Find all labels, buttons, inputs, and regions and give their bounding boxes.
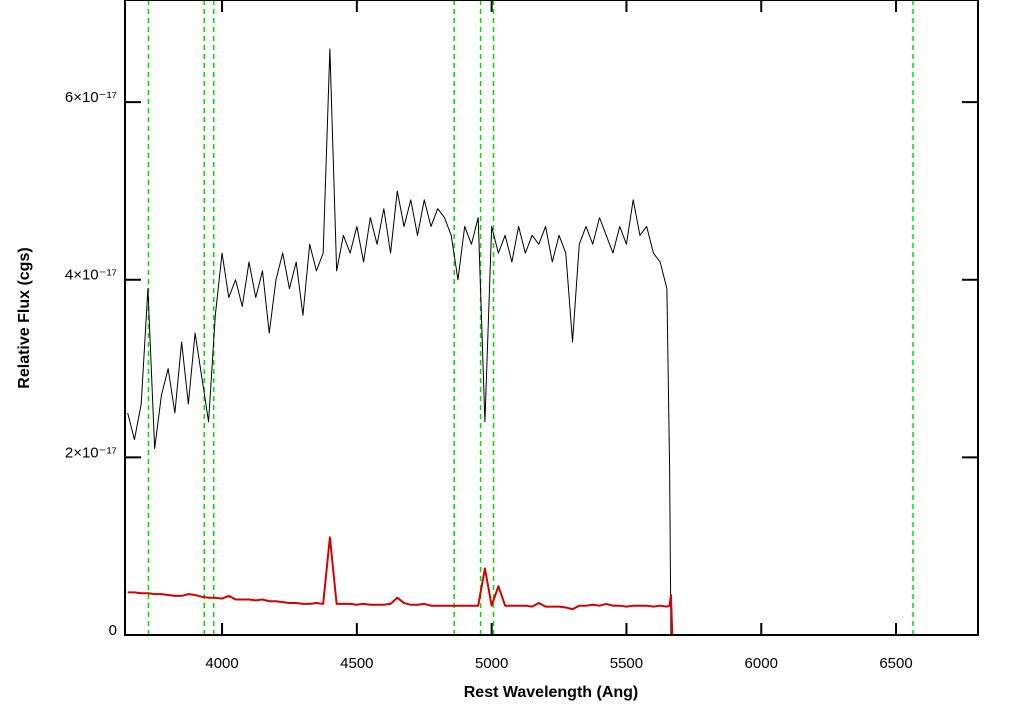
y-axis-title: Relative Flux (cgs) [16, 247, 33, 388]
x-tick-label: 5500 [610, 655, 643, 672]
x-tick-label: 5000 [475, 655, 508, 672]
y-tick-label: 4×10⁻¹⁷ [65, 267, 117, 284]
series-line [127, 536, 977, 635]
series-line [127, 48, 977, 635]
plot-frame [124, 0, 979, 636]
x-tick-label: 4500 [340, 655, 373, 672]
y-tick-label: 6×10⁻¹⁷ [65, 89, 117, 106]
x-tick-label: 4000 [205, 655, 238, 672]
x-tick-label: 6000 [745, 655, 778, 672]
x-axis-title: Rest Wavelength (Ang) [464, 684, 639, 701]
y-tick-label: 0 [109, 622, 117, 639]
y-tick-label: 2×10⁻¹⁷ [65, 444, 117, 461]
x-tick-label: 6500 [879, 655, 912, 672]
